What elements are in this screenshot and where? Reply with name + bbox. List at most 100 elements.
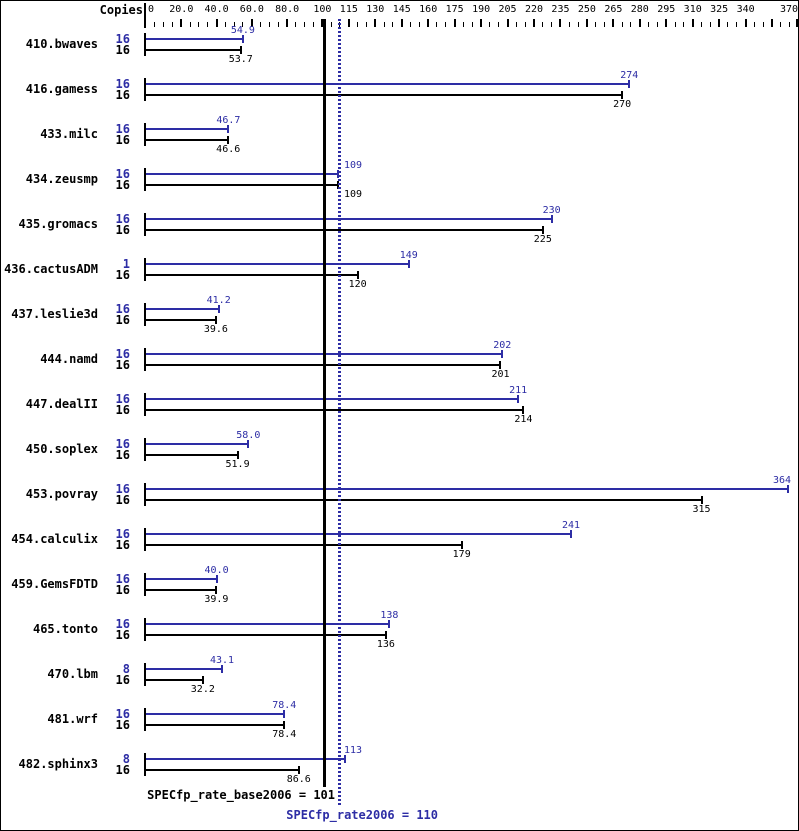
axis-major-tick [250,19,253,27]
benchmark-name-label: 416.gamess [25,81,98,96]
axis-minor-tick [242,22,244,27]
axis-tick-label: 265 [604,4,623,15]
bar-origin-line [144,212,146,236]
base-copies-label: 16 [115,42,130,57]
axis-minor-tick [313,22,315,27]
base-copies-label: 16 [115,357,130,372]
axis-minor-tick [154,22,156,27]
peak-value-label: 274 [620,69,639,81]
axis-tick-label: 280 [630,4,649,15]
benchmark-name-label: 436.cactusADM [4,261,98,276]
axis-minor-tick [621,22,623,27]
peak-value-label: 211 [509,384,528,396]
bar-origin-line [144,302,146,326]
axis-tick-label: 190 [472,4,491,15]
axis-minor-tick [656,22,658,27]
axis-major-tick [532,19,535,27]
benchmark-name-label: 454.calculix [11,531,98,546]
benchmark-name-label: 482.sphinx3 [18,756,98,771]
axis-minor-tick [736,22,738,27]
peak-value-label: 41.2 [206,294,231,306]
base-value-label: 136 [376,638,395,650]
axis-tick-label: 175 [445,4,464,15]
axis-minor-tick [224,22,226,27]
peak-value-label: 40.0 [204,564,229,576]
axis-minor-tick [198,22,200,27]
axis-major-tick [400,19,403,27]
peak-bar [146,712,285,715]
copies-column-header: Copies [99,3,143,17]
base-bar [146,48,241,51]
axis-minor-tick [436,22,438,27]
base-bar-endcap [384,630,387,639]
axis-tick-label: 310 [683,4,702,15]
base-bar-endcap [297,765,300,774]
axis-minor-tick [498,22,500,27]
peak-value-label: 58.0 [236,429,261,441]
peak-bar [146,82,630,85]
axis-tick-label: 325 [710,4,729,15]
axis-tick-label: 340 [736,4,755,15]
benchmark-name-label: 459.GemsFDTD [11,576,98,591]
peak-bar-endcap [283,709,286,718]
axis-tick-label: 370 [780,4,799,15]
peak-value-label: 149 [399,249,418,261]
axis-major-tick [638,19,641,27]
base-copies-label: 16 [115,492,130,507]
axis-minor-tick [471,22,473,27]
base-bar [146,498,702,501]
peak-copies-label: 16 [115,166,130,181]
bar-origin-line [144,707,146,731]
peak-copies-label: 16 [115,391,130,406]
base-copies-label: 16 [115,672,130,687]
peak-bar-endcap [786,484,789,493]
base-value-label: 78.4 [272,728,297,740]
peak-rate-reference-dotted-line [338,19,342,807]
peak-bar [146,127,229,130]
peak-bar-endcap [501,349,504,358]
base-bar-endcap [700,495,703,504]
x-axis: 0 20.0 40.0 60.0 80.0 100 115 130 145 160 175 190 20… [1,1,799,29]
axis-minor-tick [392,22,394,27]
axis-tick-label: 20.0 [169,4,194,15]
axis-minor-tick [189,22,191,27]
base-value-label: 179 [452,548,471,560]
base-copies-label: 16 [115,267,130,282]
peak-bar-endcap [388,619,391,628]
peak-bar [146,172,339,175]
peak-value-label: 138 [380,609,399,621]
axis-minor-tick [418,22,420,27]
axis-minor-tick [753,22,755,27]
peak-value-label: 364 [773,474,792,486]
axis-tick-label: 205 [498,4,517,15]
bar-origin-line [144,752,146,776]
base-bar-endcap [522,405,525,414]
bar-origin-line [144,437,146,461]
axis-major-tick [286,19,289,27]
axis-minor-tick [410,22,412,27]
axis-minor-tick [727,22,729,27]
bar-origin-line [144,347,146,371]
base-bar-endcap [541,225,544,234]
base-bar [146,228,543,231]
peak-bar [146,442,249,445]
base-copies-label: 16 [115,582,130,597]
axis-major-tick [480,19,483,27]
peak-bar [146,757,346,760]
axis-minor-tick [630,22,632,27]
axis-minor-tick [683,22,685,27]
axis-minor-tick [568,22,570,27]
peak-bar-endcap [215,574,218,583]
axis-major-tick [321,19,324,27]
base-copies-label: 16 [115,717,130,732]
base-bar-endcap [356,270,359,279]
base-copies-label: 16 [115,87,130,102]
bar-origin-line [144,122,146,146]
base-value-label: 120 [348,278,367,290]
base-bar-endcap [621,90,624,99]
base-value-label: 270 [613,98,632,110]
axis-tick-label: 295 [657,4,676,15]
axis-major-tick [796,19,798,27]
axis-major-tick [215,19,218,27]
peak-value-label: 78.4 [272,699,297,711]
